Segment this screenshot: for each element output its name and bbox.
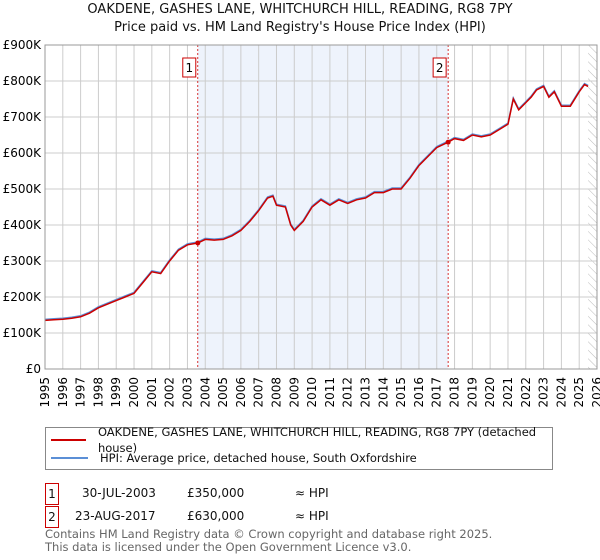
x-tick-label: 2010 xyxy=(305,377,319,408)
y-tick-label: £400K xyxy=(3,218,43,232)
footer-line-1: Contains HM Land Registry data © Crown c… xyxy=(45,527,493,541)
sale-marker-label: 2 xyxy=(436,61,444,75)
sale-marker-label: 1 xyxy=(185,61,193,75)
x-tick-label: 2001 xyxy=(145,377,159,408)
legend: OAKDENE, GASHES LANE, WHITCHURCH HILL, R… xyxy=(45,425,553,470)
x-tick-label: 2004 xyxy=(198,377,212,408)
x-tick-label: 2016 xyxy=(412,377,426,408)
x-tick-label: 2003 xyxy=(180,377,194,408)
plot-border xyxy=(44,44,598,370)
sale-price: £630,000 xyxy=(187,509,245,523)
x-tick-label: 2002 xyxy=(163,377,177,408)
x-tick-label: 2019 xyxy=(465,377,479,408)
x-tick-label: 2014 xyxy=(376,377,390,408)
legend-item-property: OAKDENE, GASHES LANE, WHITCHURCH HILL, R… xyxy=(51,425,552,455)
sale-row-1: 1 30-JUL-2003 £350,000 ≈ HPI xyxy=(45,483,545,505)
x-tick-label: 2006 xyxy=(234,377,248,408)
x-tick-label: 2005 xyxy=(216,377,230,408)
x-tick-label: 2007 xyxy=(252,377,266,408)
y-tick-label: £200K xyxy=(3,290,43,304)
price-chart: 1995 1996 1997 1998 1999 2000 2001 2002 2003 2004… xyxy=(3,38,600,408)
y-tick-label: £900K xyxy=(3,38,43,52)
x-tick-label: 2000 xyxy=(127,377,141,408)
x-tick-label: 2020 xyxy=(483,377,497,408)
x-tick-label: 2021 xyxy=(501,377,515,408)
sale-vs-hpi: ≈ HPI xyxy=(295,486,329,500)
y-tick-label: £100K xyxy=(3,326,43,340)
footer: Contains HM Land Registry data © Crown c… xyxy=(45,528,492,554)
property-price-line xyxy=(44,83,589,322)
x-tick-label: 2026 xyxy=(590,377,600,408)
sale-badge: 1 xyxy=(45,483,59,505)
y-tick-label: £800K xyxy=(3,74,43,88)
y-tick-label: £700K xyxy=(3,110,43,124)
legend-label-hpi: HPI: Average price, detached house, Sout… xyxy=(100,451,417,465)
forecast-hatch xyxy=(588,45,597,369)
x-tick-label: 2009 xyxy=(287,377,301,408)
shaded-period xyxy=(197,45,449,369)
chart-subtitle: Price paid vs. HM Land Registry's House … xyxy=(114,20,486,35)
x-tick-label: 2012 xyxy=(341,377,355,408)
legend-item-hpi: HPI: Average price, detached house, Sout… xyxy=(51,450,417,466)
y-tick-label: £300K xyxy=(3,254,43,268)
sale-point xyxy=(195,240,201,246)
x-tick-label: 2011 xyxy=(323,377,337,408)
sale-marker-box xyxy=(182,57,197,78)
x-tick-label: 2013 xyxy=(359,377,373,408)
sale-row-2: 2 23-AUG-2017 £630,000 ≈ HPI xyxy=(45,506,545,528)
sale-price: £350,000 xyxy=(187,486,245,500)
x-tick-label: 2022 xyxy=(519,377,533,408)
x-tick-label: 1999 xyxy=(109,377,123,408)
x-tick-label: 1996 xyxy=(56,377,70,408)
x-tick-label: 2008 xyxy=(269,377,283,408)
x-tick-label: 2017 xyxy=(430,377,444,408)
chart-title: OAKDENE, GASHES LANE, WHITCHURCH HILL, R… xyxy=(87,2,513,17)
footer-line-2: This data is licensed under the Open Gov… xyxy=(45,540,412,554)
sale-badge: 2 xyxy=(45,506,59,528)
x-tick-label: 2018 xyxy=(448,377,462,408)
x-tick-label: 1998 xyxy=(91,377,105,408)
x-tick-label: 1995 xyxy=(38,377,52,408)
y-tick-label: £0 xyxy=(26,362,41,376)
x-tick-label: 2024 xyxy=(554,377,568,408)
legend-swatch-property xyxy=(51,439,86,441)
sale-vs-hpi: ≈ HPI xyxy=(295,509,329,523)
sale-marker-box xyxy=(432,57,447,78)
legend-swatch-hpi xyxy=(51,457,88,459)
legend-label-property: OAKDENE, GASHES LANE, WHITCHURCH HILL, R… xyxy=(97,425,537,455)
y-tick-label: £600K xyxy=(3,146,43,160)
y-tick-label: £500K xyxy=(3,182,43,196)
x-tick-label: 2015 xyxy=(394,377,408,408)
sale-date: 30-JUL-2003 xyxy=(82,486,156,500)
x-tick-label: 2025 xyxy=(572,377,586,408)
x-tick-label: 1997 xyxy=(74,377,88,408)
sale-point xyxy=(445,139,451,145)
x-tick-label: 2023 xyxy=(537,377,551,408)
sale-date: 23-AUG-2017 xyxy=(75,509,156,523)
